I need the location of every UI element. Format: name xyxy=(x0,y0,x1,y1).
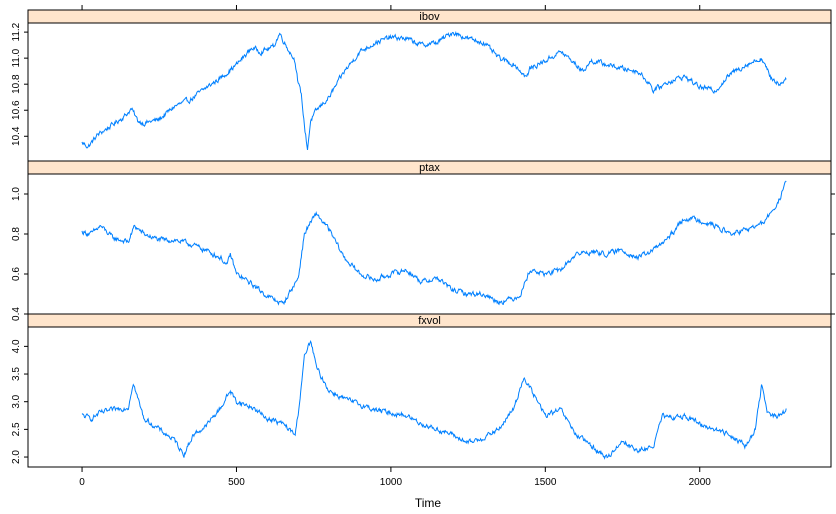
x-tick-label: 0 xyxy=(79,477,85,488)
y-tick-label-ptax: 0.6 xyxy=(11,267,22,281)
panels-layer: ibov 10.4 10.6 10.8 11.0 11.2 ptax 0.4 0.6 0.8 1.0… xyxy=(11,9,835,468)
x-tick-label: 1500 xyxy=(534,477,557,488)
y-tick-label-ibov: 10.8 xyxy=(11,74,22,94)
y-tick-label-ptax: 1.0 xyxy=(11,187,22,201)
strip-label-ptax: ptax xyxy=(419,162,440,174)
x-tick-label: 1000 xyxy=(380,477,403,488)
strip-label-ibov: ibov xyxy=(419,11,440,23)
series-line-ptax xyxy=(81,180,787,306)
panel-fxvol: fxvol 2.0 2.5 3.0 3.5 4.0 xyxy=(11,313,832,468)
x-tick-label: 500 xyxy=(228,477,245,488)
series-line-fxvol xyxy=(81,340,787,460)
strip-ptax xyxy=(28,161,831,174)
y-tick-label-ibov: 11.2 xyxy=(11,22,22,41)
y-tick-label-ibov: 10.4 xyxy=(11,126,22,146)
strip-fxvol xyxy=(28,314,831,327)
y-tick-label-ptax: 0.4 xyxy=(11,307,22,321)
y-tick-label-ibov: 10.6 xyxy=(11,100,22,120)
panel-ibov: ibov 10.4 10.6 10.8 11.0 11.2 xyxy=(11,9,832,162)
y-tick-label-ibov: 11.0 xyxy=(11,48,22,67)
x-axis: 0 500 1000 1500 2000 xyxy=(79,5,711,488)
x-tick-label: 2000 xyxy=(689,477,712,488)
panel-border-ptax xyxy=(27,160,832,315)
y-tick-label-fxvol: 2.0 xyxy=(11,450,22,464)
y-tick-label-fxvol: 4.0 xyxy=(11,339,22,353)
y-tick-label-ptax: 0.8 xyxy=(11,227,22,241)
panel-border-fxvol xyxy=(27,313,832,468)
y-tick-label-fxvol: 2.5 xyxy=(11,422,22,436)
y-tick-label-fxvol: 3.0 xyxy=(11,394,22,408)
panel-border-ibov xyxy=(27,9,832,162)
series-line-ibov xyxy=(81,30,787,150)
y-tick-label-fxvol: 3.5 xyxy=(11,367,22,381)
strip-ibov xyxy=(28,10,831,23)
panel-ptax: ptax 0.4 0.6 0.8 1.0 xyxy=(11,160,835,321)
x-axis-title: Time xyxy=(415,496,442,510)
strip-label-fxvol: fxvol xyxy=(418,315,441,327)
